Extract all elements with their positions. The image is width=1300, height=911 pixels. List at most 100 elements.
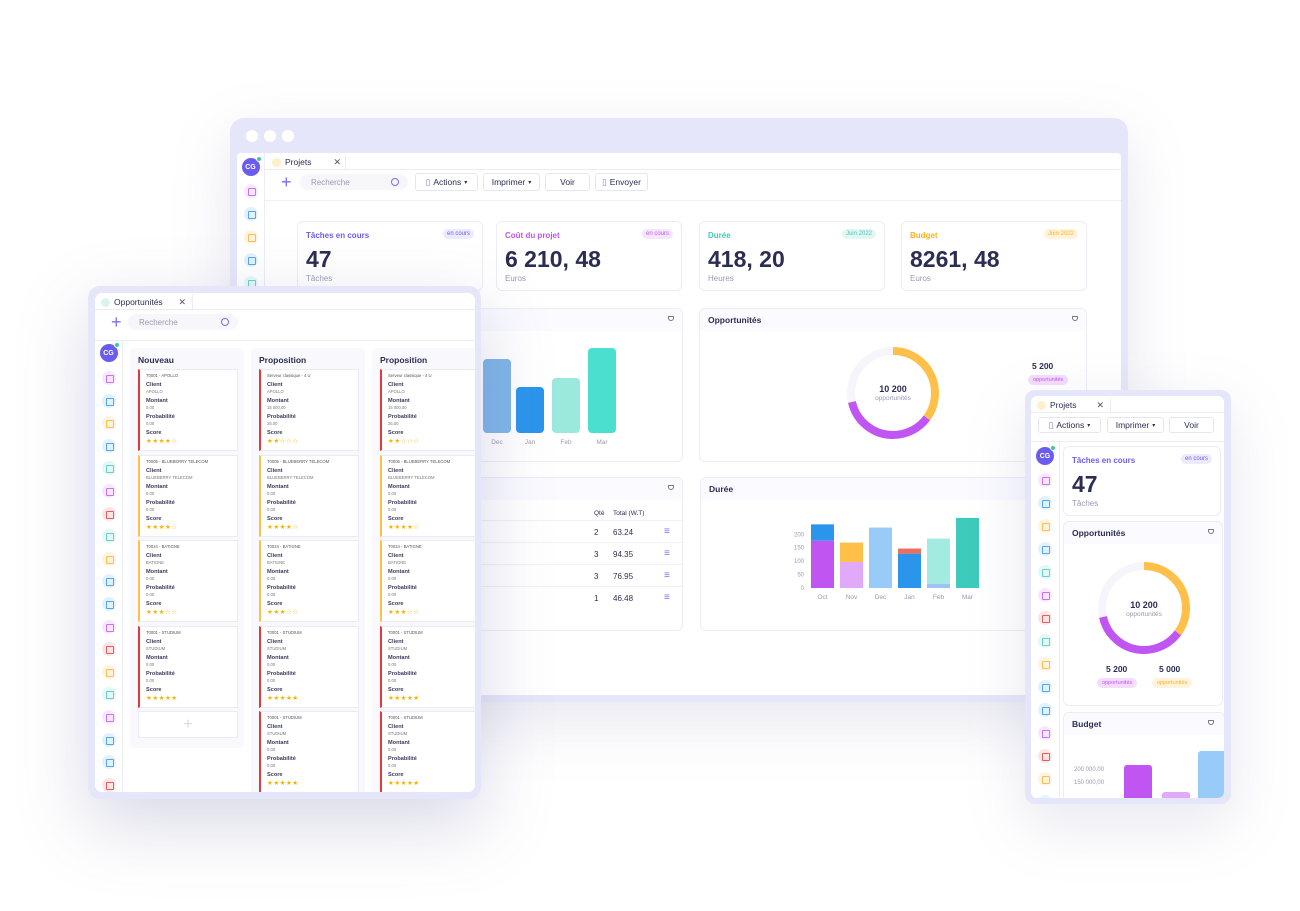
search-icon[interactable] bbox=[391, 178, 399, 186]
avatar[interactable]: CG bbox=[241, 156, 262, 176]
chart-icon[interactable] bbox=[1038, 565, 1052, 579]
users-icon[interactable] bbox=[243, 184, 258, 198]
chevron-down-icon[interactable] bbox=[1072, 316, 1078, 321]
handshake-icon[interactable] bbox=[1038, 542, 1052, 556]
table-row[interactable] bbox=[298, 564, 682, 565]
star-rating[interactable]: ★★★★★ bbox=[267, 694, 299, 702]
keyboard-icon[interactable] bbox=[1038, 703, 1052, 717]
opportunity-card[interactable]: T0024 - BATIGNE Client BATIGNE Montant 0.00 P… bbox=[259, 540, 359, 622]
send-button[interactable]: ▯ Envoyer bbox=[595, 173, 648, 191]
box-icon[interactable] bbox=[1038, 726, 1052, 740]
tab-projets[interactable]: Projets ✕ bbox=[1033, 398, 1111, 412]
menu-icon[interactable]: ≡ bbox=[664, 526, 670, 537]
trend-icon[interactable] bbox=[243, 230, 258, 244]
actions-button[interactable]: ▯ Actions ▾ bbox=[1038, 417, 1101, 433]
star-rating[interactable]: ★★★★☆ bbox=[267, 523, 299, 531]
add-button[interactable]: + bbox=[281, 172, 292, 192]
star-rating[interactable]: ★★★★★ bbox=[388, 694, 420, 702]
opportunity-card[interactable]: T0001 - STUDIUM Client STUDIUM Montant 0.00 P… bbox=[138, 625, 238, 708]
phone-icon[interactable] bbox=[1038, 680, 1052, 694]
opportunity-card[interactable]: Serveur classique - 4 U Client APOLLO Monta… bbox=[259, 369, 359, 451]
star-rating[interactable]: ★★★★★ bbox=[146, 694, 178, 702]
close-icon[interactable]: ✕ bbox=[333, 156, 341, 167]
star-rating[interactable]: ★★☆☆☆ bbox=[267, 438, 299, 445]
window-dot[interactable] bbox=[264, 130, 276, 142]
opportunity-card[interactable]: T0024 - BATIGNE Client BATIGNE Montant 0.00 P… bbox=[380, 540, 475, 622]
opportunity-card[interactable]: T0001 - APOLLO Client APOLLO Montant 0.00 Pro… bbox=[138, 369, 238, 451]
cart-icon[interactable] bbox=[1038, 588, 1052, 602]
star-rating[interactable]: ★★★☆☆ bbox=[146, 609, 178, 616]
fork-icon[interactable] bbox=[101, 755, 116, 770]
handshake-icon[interactable] bbox=[243, 253, 258, 267]
menu-icon[interactable]: ≡ bbox=[664, 548, 670, 559]
window-dot[interactable] bbox=[246, 130, 258, 142]
star-rating[interactable]: ★★★★☆ bbox=[146, 523, 178, 531]
opportunity-card[interactable]: T0005 - BLUEBERRY TELECOM Client BLUEBERRY… bbox=[259, 454, 359, 537]
search-input[interactable]: Recherche bbox=[128, 314, 238, 330]
star-rating[interactable]: ★★★☆☆ bbox=[267, 609, 299, 616]
opportunity-card[interactable]: T0005 - BLUEBERRY TELECOM Client BLUEBERRY… bbox=[138, 454, 238, 537]
table-row[interactable] bbox=[298, 542, 682, 543]
print-button[interactable]: Imprimer ▾ bbox=[483, 173, 540, 191]
search-input[interactable]: Recherche bbox=[300, 174, 408, 190]
truck-icon[interactable] bbox=[1038, 772, 1052, 786]
star-rating[interactable]: ★★★★★ bbox=[267, 780, 299, 787]
table-row[interactable] bbox=[298, 520, 682, 521]
opportunity-card[interactable]: T0001 - STUDIUM Client STUDIUM Montant 0.00 P… bbox=[259, 711, 359, 792]
tab-projets[interactable]: Projets ✕ bbox=[268, 155, 346, 169]
opportunity-card[interactable]: T0005 - BLUEBERRY TELECOM Client BLUEBERRY… bbox=[380, 454, 475, 537]
opportunity-card[interactable]: Serveur classique - 4 U Client APOLLO Monta… bbox=[380, 369, 475, 451]
trend-icon[interactable] bbox=[1038, 519, 1052, 533]
box-icon[interactable] bbox=[101, 619, 116, 634]
users-icon[interactable] bbox=[1038, 473, 1052, 487]
search-icon[interactable] bbox=[221, 318, 229, 326]
gear-icon[interactable] bbox=[101, 642, 116, 657]
chart-icon[interactable] bbox=[101, 461, 116, 476]
opportunity-card[interactable]: T0024 - BATIGNE Client BATIGNE Montant 0.00 P… bbox=[138, 540, 238, 622]
actions-button[interactable]: ▯ Actions ▾ bbox=[415, 173, 478, 191]
truck-icon[interactable] bbox=[101, 664, 116, 679]
building-icon[interactable] bbox=[101, 732, 116, 747]
chat-icon[interactable] bbox=[101, 687, 116, 702]
folder-icon[interactable] bbox=[101, 393, 116, 408]
gear-icon[interactable] bbox=[1038, 749, 1052, 763]
keyboard-icon[interactable] bbox=[101, 597, 116, 611]
chevron-down-icon[interactable] bbox=[1208, 529, 1214, 534]
phone-icon[interactable] bbox=[101, 574, 116, 589]
table-row[interactable] bbox=[298, 586, 682, 587]
calendar-icon[interactable] bbox=[101, 777, 116, 792]
star-rating[interactable]: ★★★★☆ bbox=[388, 523, 420, 531]
users-icon[interactable] bbox=[101, 371, 116, 385]
block-icon[interactable] bbox=[1038, 611, 1052, 625]
handshake-icon[interactable] bbox=[101, 438, 116, 453]
close-icon[interactable]: ✕ bbox=[178, 296, 186, 307]
star-rating[interactable]: ★★★★★ bbox=[388, 780, 420, 787]
menu-icon[interactable]: ≡ bbox=[664, 592, 670, 603]
menu-icon[interactable]: ≡ bbox=[664, 570, 670, 581]
cart-icon[interactable] bbox=[101, 484, 116, 498]
block-icon[interactable] bbox=[101, 506, 116, 521]
avatar[interactable]: CG bbox=[1036, 445, 1056, 465]
print-button[interactable]: Imprimer ▾ bbox=[1107, 417, 1164, 433]
briefcase-icon[interactable] bbox=[101, 529, 116, 544]
chevron-down-icon[interactable] bbox=[1208, 720, 1214, 725]
view-button[interactable]: Voir bbox=[545, 173, 590, 191]
opportunity-card[interactable]: T0001 - STUDIUM Client STUDIUM Montant 0.00 P… bbox=[380, 711, 475, 792]
chevron-down-icon[interactable] bbox=[668, 316, 674, 321]
view-button[interactable]: Voir bbox=[1169, 417, 1214, 433]
add-card-button[interactable]: + bbox=[138, 711, 238, 738]
trend-icon[interactable] bbox=[101, 416, 116, 431]
folder-icon[interactable] bbox=[243, 207, 258, 221]
user-icon[interactable] bbox=[101, 710, 116, 724]
document-icon[interactable] bbox=[101, 551, 116, 566]
folder-icon[interactable] bbox=[1038, 496, 1052, 510]
star-rating[interactable]: ★★☆☆☆ bbox=[388, 438, 420, 445]
avatar[interactable]: CG bbox=[99, 342, 120, 362]
add-button[interactable]: + bbox=[111, 312, 122, 332]
opportunity-card[interactable]: T0001 - STUDIUM Client STUDIUM Montant 0.00 P… bbox=[380, 625, 475, 708]
briefcase-icon[interactable] bbox=[1038, 634, 1052, 648]
star-rating[interactable]: ★★★★☆ bbox=[146, 438, 178, 445]
close-icon[interactable]: ✕ bbox=[1096, 399, 1104, 410]
chat-icon[interactable] bbox=[1038, 795, 1052, 798]
tab-opportunites[interactable]: Opportunités ✕ bbox=[97, 295, 193, 309]
